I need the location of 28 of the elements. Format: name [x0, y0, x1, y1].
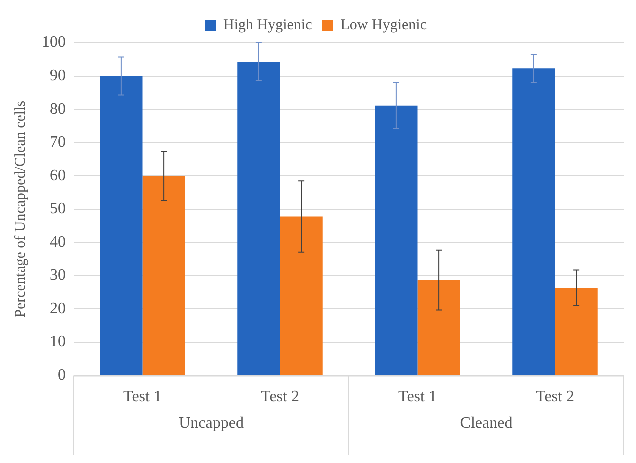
bar: [280, 216, 323, 376]
y-tick-label: 70: [50, 134, 66, 152]
y-axis-title: Percentage of Uncapped/Clean cells: [12, 100, 29, 318]
y-tick-label: 90: [50, 67, 66, 84]
y-tick-label: 30: [50, 267, 66, 284]
y-tick-label: 100: [42, 34, 66, 52]
text: Cleaned: [460, 415, 513, 432]
bar: [512, 68, 556, 376]
y-tick-label: 80: [50, 100, 66, 118]
y-tick-label: 50: [50, 200, 66, 218]
bar: [375, 106, 418, 376]
bar: [418, 280, 460, 376]
legend-label: Low Hygienic: [340, 17, 428, 34]
x-tick-label: Test 1: [124, 388, 162, 406]
y-tick-label: 20: [50, 300, 66, 318]
bar: [555, 288, 598, 376]
text: Uncapped: [179, 415, 244, 432]
y-tick-label: 60: [50, 167, 66, 184]
bar: [238, 62, 280, 376]
bar: [142, 176, 186, 376]
y-tick-label: 40: [50, 234, 66, 251]
x-tick-label: Test 2: [261, 388, 300, 406]
y-tick-label: 10: [50, 334, 66, 351]
y-tick-label: 0: [58, 367, 66, 384]
x-tick-label: Test 1: [398, 388, 437, 406]
legend-label: High Hygienic: [224, 17, 313, 34]
bar: [100, 76, 143, 376]
x-tick-label: Test 2: [536, 388, 574, 406]
